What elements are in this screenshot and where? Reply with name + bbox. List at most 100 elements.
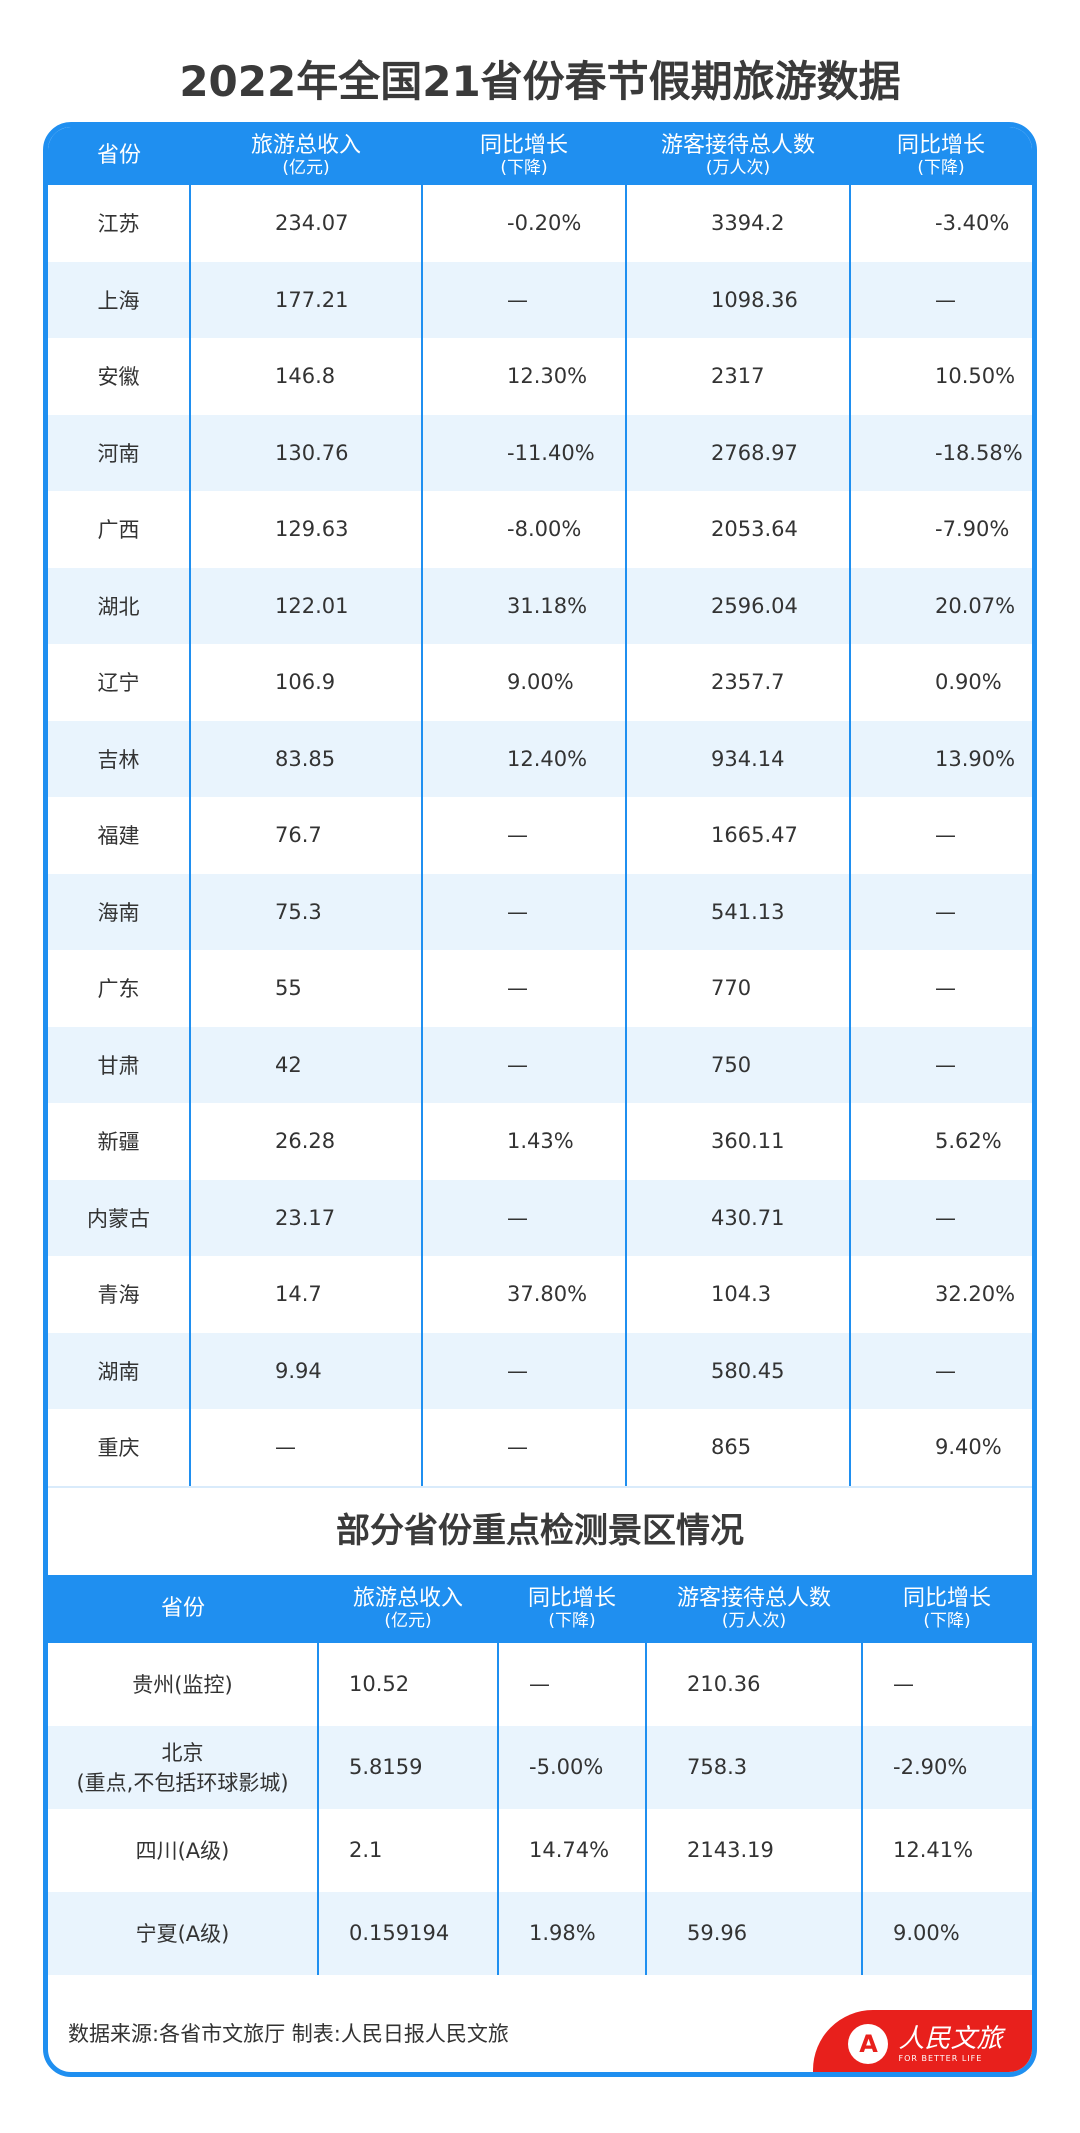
value-cell: — xyxy=(421,1026,626,1103)
column-header: 旅游总收入 (亿元) xyxy=(190,127,422,185)
value-cell: — xyxy=(861,1642,1032,1726)
value-cell: 32.20% xyxy=(849,1256,1032,1333)
table-row: 青海 14.7 37.80% 104.3 32.20% xyxy=(48,1256,1032,1333)
value-cell: 758.3 xyxy=(645,1725,862,1809)
table-row: 辽宁 106.9 9.00% 2357.7 0.90% xyxy=(48,644,1032,721)
table-row: 海南 75.3—541.13— xyxy=(48,873,1032,950)
column-header: 旅游总收入 (亿元) xyxy=(318,1574,498,1643)
province-cell: 辽宁 xyxy=(97,671,140,696)
province-cell: 安徽 xyxy=(97,365,140,390)
value-cell: 1.98% xyxy=(497,1891,646,1975)
value-cell: — xyxy=(849,873,1032,950)
table-row: 广西 129.63 -8.00% 2053.64 -7.90% xyxy=(48,491,1032,568)
province-cell: 新疆 xyxy=(97,1130,140,1155)
value-cell: 750 xyxy=(625,1026,850,1103)
scenic-table: 省份 旅游总收入 (亿元) 同比增长 (下降) 游客接待总人数 (万人次) 同比增长 (下降) … xyxy=(48,1574,1032,1975)
value-cell: 129.63 xyxy=(189,491,422,568)
table-row: 福建 76.7—1665.47— xyxy=(48,797,1032,874)
value-cell: 12.41% xyxy=(861,1808,1032,1892)
data-card: 省份 旅游总收入 (亿元) 同比增长 (下降) 游客接待总人数 (万人次) 同比增长 (下降) … xyxy=(43,122,1037,2077)
value-cell: 541.13 xyxy=(625,873,850,950)
value-cell: — xyxy=(849,950,1032,1027)
province-cell: 湖北 xyxy=(48,567,190,644)
table-row: 甘肃 42—750— xyxy=(48,1026,1032,1103)
column-header: 省份 xyxy=(48,1574,318,1643)
column-header: 游客接待总人数 (万人次) xyxy=(626,127,850,185)
value-cell: 104.3 xyxy=(625,1256,850,1333)
province-cell: 广西 xyxy=(97,518,140,543)
value-cell: 177.21 xyxy=(189,261,422,338)
value-cell: -3.40% xyxy=(849,185,1032,262)
value-cell: — xyxy=(189,1409,422,1486)
value-cell: 430.71 xyxy=(625,1179,850,1256)
value-cell: 1098.36 xyxy=(625,261,850,338)
value-cell: — xyxy=(421,950,626,1027)
province-cell: 重庆 xyxy=(97,1436,140,1461)
value-cell: 9.40% xyxy=(849,1409,1032,1486)
value-cell: 12.40% xyxy=(421,720,626,797)
value-cell: 2357.7 xyxy=(625,644,850,721)
table-row: 湖南 9.94—580.45— xyxy=(48,1332,1032,1409)
value-cell: 2317 xyxy=(625,338,850,415)
table-row: 广东 55—770— xyxy=(48,950,1032,1027)
value-cell: -2.90% xyxy=(861,1725,1032,1809)
value-cell: 130.76 xyxy=(189,414,422,491)
province-table: 省份 旅游总收入 (亿元) 同比增长 (下降) 游客接待总人数 (万人次) 同比增长 (下降) … xyxy=(48,127,1032,1486)
value-cell: 5.62% xyxy=(849,1103,1032,1180)
source-footer: 数据来源:各省市文旅厅 制表:人民日报人民文旅 xyxy=(68,2022,509,2046)
value-cell: 59.96 xyxy=(645,1891,862,1975)
value-cell: — xyxy=(849,1026,1032,1103)
value-cell: 9.94 xyxy=(189,1332,422,1409)
province-cell: 海南 xyxy=(48,873,190,950)
value-cell: 1.43% xyxy=(421,1103,626,1180)
province-cell: 贵州(监控) xyxy=(132,1673,233,1697)
value-cell: -5.00% xyxy=(497,1725,646,1809)
value-cell: 12.30% xyxy=(421,338,626,415)
value-cell: 2053.64 xyxy=(625,491,850,568)
province-cell: 四川(A级) xyxy=(135,1839,230,1863)
province-cell: 宁夏(A级) xyxy=(48,1891,318,1975)
column-header: 同比增长 (下降) xyxy=(422,127,626,185)
value-cell: — xyxy=(421,1409,626,1486)
province-cell: 内蒙古 xyxy=(48,1179,190,1256)
column-header: 同比增长 (下降) xyxy=(498,1574,646,1643)
province-cell: 青海 xyxy=(97,1283,140,1308)
column-header: 同比增长 (下降) xyxy=(862,1574,1032,1643)
value-cell: 122.01 xyxy=(189,567,422,644)
value-cell: 42 xyxy=(189,1026,422,1103)
province-cell: 上海 xyxy=(48,261,190,338)
value-cell: 234.07 xyxy=(189,185,422,262)
value-cell: 9.00% xyxy=(861,1891,1032,1975)
table-row: 贵州(监控) 10.52—210.36— xyxy=(48,1642,1032,1726)
value-cell: — xyxy=(849,1179,1032,1256)
value-cell: 0.90% xyxy=(849,644,1032,721)
value-cell: 2143.19 xyxy=(645,1808,862,1892)
table-row: 宁夏(A级) 0.159194 1.98% 59.96 9.00% xyxy=(48,1891,1032,1975)
province-cell: 河南 xyxy=(48,414,190,491)
table-row: 内蒙古 23.17—430.71— xyxy=(48,1179,1032,1256)
value-cell: 2.1 xyxy=(317,1808,498,1892)
value-cell: 934.14 xyxy=(625,720,850,797)
column-header: 省份 xyxy=(48,127,190,185)
value-cell: 3394.2 xyxy=(625,185,850,262)
value-cell: 770 xyxy=(625,950,850,1027)
table-row: 四川(A级) 2.1 14.74% 2143.19 12.41% xyxy=(48,1808,1032,1892)
value-cell: 14.7 xyxy=(189,1256,422,1333)
value-cell: 23.17 xyxy=(189,1179,422,1256)
value-cell: 31.18% xyxy=(421,567,626,644)
value-cell: — xyxy=(421,873,626,950)
value-cell: — xyxy=(849,261,1032,338)
value-cell: 14.74% xyxy=(497,1808,646,1892)
value-cell: 2596.04 xyxy=(625,567,850,644)
value-cell: -11.40% xyxy=(421,414,626,491)
value-cell: — xyxy=(421,261,626,338)
value-cell: -0.20% xyxy=(421,185,626,262)
table-row: 上海 177.21—1098.36— xyxy=(48,261,1032,338)
province-cell: 甘肃 xyxy=(48,1026,190,1103)
brand-name: 人民文旅 xyxy=(898,2023,1003,2054)
value-cell: — xyxy=(421,1332,626,1409)
section-title: 部分省份重点检测景区情况 xyxy=(48,1485,1032,1575)
value-cell: 13.90% xyxy=(849,720,1032,797)
value-cell: -18.58% xyxy=(849,414,1032,491)
page-title: 2022年全国21省份春节假期旅游数据 xyxy=(179,57,901,106)
